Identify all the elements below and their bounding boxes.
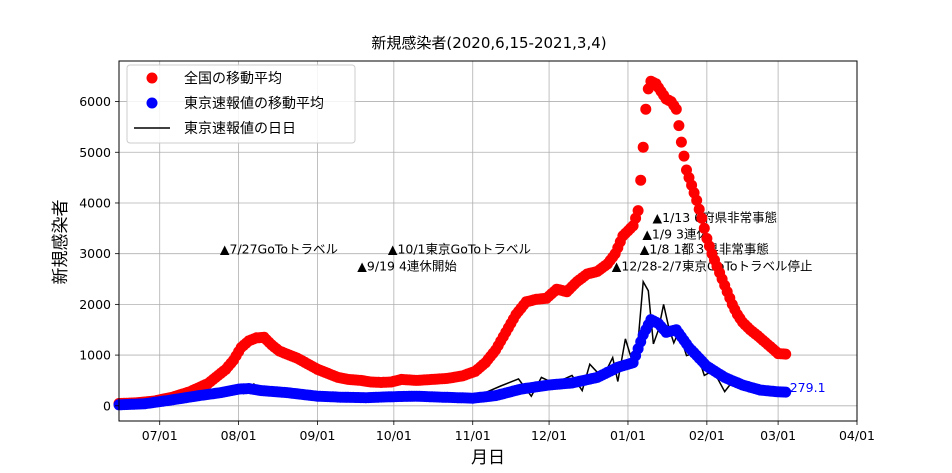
y-axis-label: 新規感染者 xyxy=(51,200,71,285)
data-point-national xyxy=(780,348,792,360)
x-tick-label: 04/01 xyxy=(839,428,875,443)
end-value-label: 279.1 xyxy=(790,380,826,395)
x-axis-label: 月日 xyxy=(471,448,505,468)
legend-label-national: 全国の移動平均 xyxy=(184,70,282,87)
y-tick-label: 3000 xyxy=(79,246,111,261)
annotations: ▲7/27GoToトラベル ▲10/1東京GoToトラベル▲9/19 4連休開始 ▲… xyxy=(220,210,813,273)
y-tick-label: 6000 xyxy=(79,94,111,109)
data-point-tokyo xyxy=(780,386,792,398)
data-point-national xyxy=(698,222,710,234)
annotation-text: ▲1/9 3連休 xyxy=(642,226,709,241)
x-tick-label: 07/01 xyxy=(142,428,178,443)
x-tick-label: 09/01 xyxy=(299,428,335,443)
x-tick-label: 01/01 xyxy=(610,428,646,443)
data-point-national xyxy=(635,174,647,186)
annotation-text: ▲7/27GoToトラベル xyxy=(220,242,338,257)
x-tick-label: 11/01 xyxy=(455,428,491,443)
series-tokyo-average xyxy=(113,314,792,411)
data-point-national xyxy=(673,120,685,132)
data-point-national xyxy=(693,203,705,215)
y-tick-label: 2000 xyxy=(79,297,111,312)
legend-box xyxy=(126,64,356,144)
data-point-national xyxy=(675,136,687,148)
x-tick-label: 02/01 xyxy=(689,428,725,443)
legend-marker-tokyo-average xyxy=(146,97,158,109)
legend-label-tokyo-average: 東京速報値の移動平均 xyxy=(184,96,324,112)
data-point-national xyxy=(640,103,652,115)
x-tick-label: 03/01 xyxy=(760,428,796,443)
y-tick-label: 4000 xyxy=(79,195,111,210)
y-tick-label: 0 xyxy=(103,398,111,413)
legend-label-tokyo-daily: 東京速報値の日日 xyxy=(184,121,296,137)
legend-marker-national xyxy=(146,72,158,84)
data-point-national xyxy=(691,194,703,206)
annotation-text: ▲1/13 6府県非常事態 xyxy=(653,210,778,225)
x-tick-label: 12/01 xyxy=(531,428,567,443)
data-point-national xyxy=(637,141,649,153)
axis-ticks: 07/01 08/01 09/01 10/01 11/01 12/01 01/01 02/01… xyxy=(79,94,875,443)
data-point-national xyxy=(670,103,682,115)
annotation-text: ▲10/1東京GoToトラベル xyxy=(388,242,531,257)
data-point-national xyxy=(696,212,708,224)
legend: 全国の移動平均 東京速報値の移動平均 東京速報値の日日 xyxy=(126,64,356,144)
x-tick-label: 08/01 xyxy=(221,428,257,443)
chart-title: 新規感染者(2020,6,15-2021,3,4) xyxy=(371,34,606,52)
annotation-text: ▲9/19 4連休開始 xyxy=(357,258,457,273)
plot-series xyxy=(113,75,792,411)
y-tick-label: 5000 xyxy=(79,145,111,160)
data-point-national xyxy=(678,150,690,162)
plot-frame xyxy=(118,60,858,422)
annotation-text: ▲1/8 1都３県非常事態 xyxy=(640,242,769,257)
y-tick-label: 1000 xyxy=(79,348,111,363)
data-point-national xyxy=(632,205,644,217)
x-tick-label: 10/01 xyxy=(376,428,412,443)
end-labels: 279.1 xyxy=(790,380,826,395)
